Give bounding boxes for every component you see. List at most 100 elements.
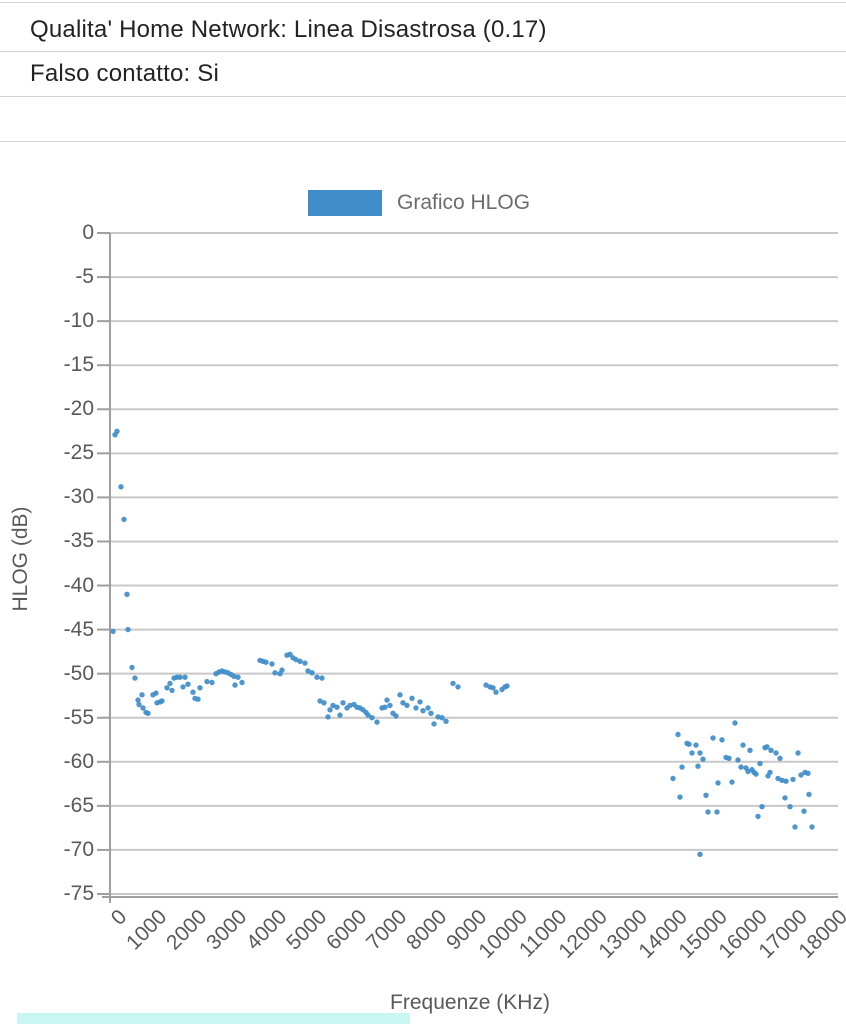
data-point	[782, 795, 788, 801]
data-point	[287, 651, 293, 657]
data-point	[164, 685, 170, 691]
data-point	[686, 741, 692, 747]
data-point	[321, 700, 327, 706]
data-point	[182, 674, 188, 680]
data-point	[110, 628, 116, 635]
data-point	[263, 659, 269, 665]
data-point	[232, 682, 238, 688]
data-point	[767, 769, 773, 776]
data-point	[768, 747, 774, 753]
y-tick-label: -5	[75, 265, 94, 289]
data-point	[689, 750, 695, 756]
data-point	[697, 851, 703, 857]
data-point	[443, 718, 449, 724]
data-point	[314, 674, 320, 680]
y-tick-label: -25	[63, 441, 94, 465]
data-point	[382, 704, 388, 710]
data-point	[169, 687, 175, 694]
data-point	[809, 824, 815, 830]
data-point	[714, 809, 720, 815]
data-point	[136, 701, 142, 708]
data-point	[428, 710, 434, 716]
y-tick-label: -75	[63, 882, 94, 905]
data-point	[740, 742, 746, 748]
data-point	[114, 428, 120, 434]
data-point	[439, 715, 445, 721]
header-divider	[0, 2, 846, 3]
data-point	[455, 684, 461, 690]
data-point	[732, 720, 738, 726]
data-point	[334, 704, 340, 710]
data-point	[235, 674, 241, 680]
header-line-falso-contatto: Falso contatto: Si	[30, 60, 220, 87]
data-point	[340, 700, 346, 706]
y-tick-label: -40	[63, 573, 94, 597]
data-point	[798, 772, 804, 778]
data-point	[806, 791, 812, 798]
data-point	[700, 756, 706, 762]
data-point	[397, 692, 403, 698]
data-point	[297, 658, 303, 664]
data-point	[393, 713, 399, 719]
header-divider	[0, 96, 846, 97]
data-point	[384, 697, 390, 703]
data-point	[675, 731, 681, 738]
data-point	[757, 760, 763, 767]
y-tick-label: -35	[63, 529, 94, 553]
data-point	[417, 699, 423, 705]
data-point	[435, 714, 441, 720]
data-point	[409, 695, 415, 701]
data-point	[795, 750, 801, 756]
y-axis-title: HLOG (dB)	[9, 506, 32, 612]
data-point	[755, 813, 761, 820]
y-tick-label: -10	[63, 309, 94, 333]
data-point	[705, 809, 711, 815]
data-point	[670, 775, 676, 782]
legend-label[interactable]: Grafico HLOG	[397, 191, 531, 214]
data-point	[272, 670, 278, 676]
header-line-quality: Qualita' Home Network: Linea Disastrosa …	[30, 16, 547, 43]
data-point	[719, 737, 725, 743]
y-tick-label: -30	[63, 485, 94, 509]
data-point	[490, 685, 496, 691]
data-point	[735, 757, 741, 763]
data-point	[703, 792, 709, 798]
data-point	[738, 764, 744, 770]
data-point	[365, 712, 371, 718]
data-point	[185, 681, 191, 687]
data-point	[139, 692, 145, 698]
data-point	[135, 697, 141, 703]
data-point	[269, 661, 275, 667]
data-point	[190, 689, 196, 695]
data-point	[279, 667, 285, 673]
data-point	[153, 690, 159, 696]
data-point	[239, 679, 245, 686]
data-point	[805, 770, 811, 776]
data-point	[777, 755, 783, 761]
data-point	[327, 707, 333, 713]
data-point	[309, 670, 315, 676]
legend-swatch[interactable]	[308, 190, 382, 216]
data-point	[369, 715, 375, 721]
y-tick-label: -20	[63, 397, 94, 421]
y-tick-label: -70	[63, 837, 94, 861]
data-point	[679, 764, 685, 770]
y-tick-label: -60	[63, 749, 94, 773]
data-point	[431, 721, 437, 727]
data-point	[450, 680, 456, 687]
data-point	[121, 516, 127, 523]
data-point	[400, 700, 406, 706]
data-point	[504, 683, 510, 689]
data-point	[792, 824, 798, 830]
data-point	[783, 778, 789, 784]
data-point	[404, 702, 410, 709]
data-point	[195, 696, 201, 702]
y-tick-label: -15	[63, 353, 94, 377]
bottom-highlight-bar	[17, 1013, 410, 1024]
header-divider	[0, 51, 846, 52]
data-point	[118, 484, 124, 490]
y-tick-label: -50	[63, 661, 94, 685]
data-point	[387, 702, 393, 709]
